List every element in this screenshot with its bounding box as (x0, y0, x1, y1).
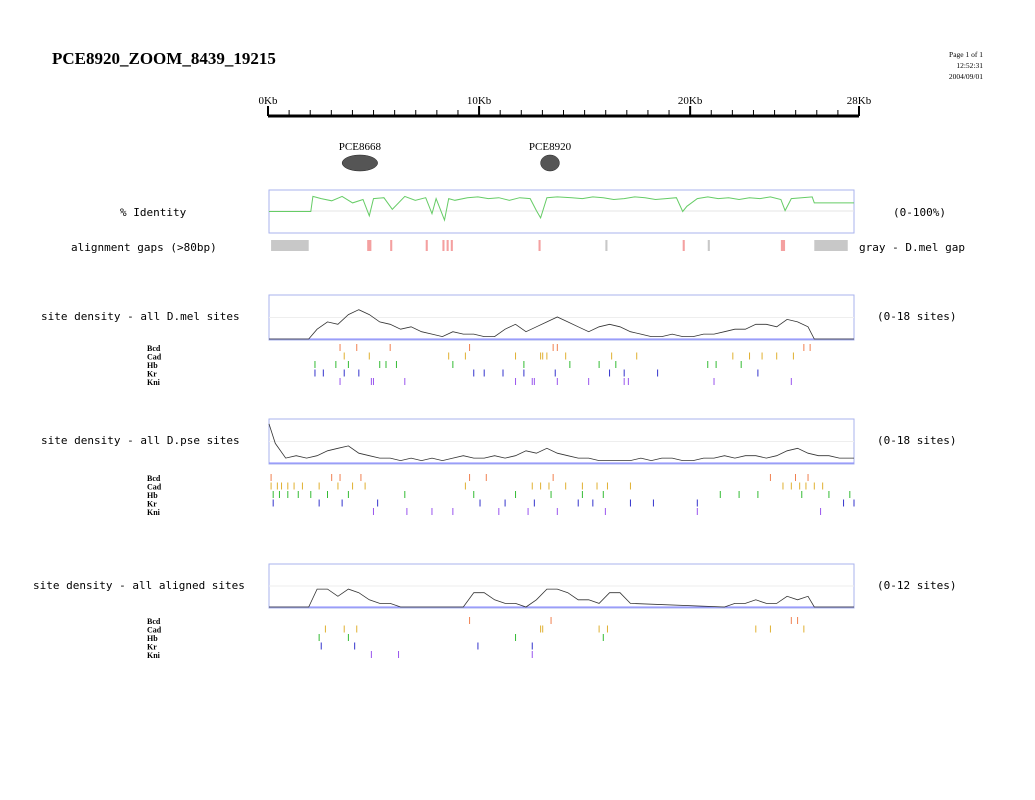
gap-dmel (707, 240, 710, 251)
factor-label: Kni (147, 378, 161, 387)
factor-label: Bcd (147, 474, 161, 483)
gap-dmel (271, 240, 309, 251)
identity-range-label: (0-100%) (893, 206, 946, 219)
dpse-density-label: site density - all D.pse sites (41, 434, 240, 447)
series-line (269, 588, 854, 608)
factor-label: Bcd (147, 617, 161, 626)
gap-alignment (446, 240, 449, 251)
factor-label: Hb (147, 361, 158, 370)
factor-label: Cad (147, 353, 162, 362)
factor-label: Kni (147, 508, 161, 517)
gap-alignment (450, 240, 453, 251)
dmel-density-label: site density - all D.mel sites (41, 310, 240, 323)
gaps-legend: gray - D.mel gap (859, 241, 965, 254)
element-markers: PCE8668 PCE8920 (339, 141, 572, 172)
gap-alignment (780, 240, 786, 251)
aligned-density-label: site density - all aligned sites (33, 579, 245, 592)
factor-label: Kr (147, 500, 157, 509)
print-time: 12:52:31 (956, 61, 983, 70)
factor-label: Cad (147, 626, 162, 635)
gap-alignment (442, 240, 445, 251)
gap-alignment (682, 240, 685, 251)
page-title: PCE8920_ZOOM_8439_19215 (52, 49, 276, 68)
page-number: Page 1 of 1 (949, 50, 983, 59)
element-label: PCE8920 (529, 141, 572, 153)
gaps-label: alignment gaps (>80bp) (71, 241, 217, 254)
series-line (269, 195, 854, 222)
element-marker (540, 154, 560, 172)
factor-label: Kr (147, 370, 157, 379)
factor-label: Cad (147, 483, 162, 492)
print-date: 2004/09/01 (949, 72, 983, 81)
series-line (269, 309, 854, 340)
ruler-label: 28Kb (847, 95, 872, 107)
identity-track (268, 189, 855, 234)
element-marker (341, 154, 378, 172)
ruler-label: 0Kb (259, 95, 278, 107)
dmel-density-range: (0-18 sites) (877, 310, 956, 323)
gap-dmel (814, 240, 848, 251)
ruler-label: 20Kb (678, 95, 703, 107)
gap-dmel (605, 240, 608, 251)
gap-alignment (390, 240, 393, 251)
dpse-density-range: (0-18 sites) (877, 434, 956, 447)
alignment-gaps-track (271, 240, 848, 251)
factor-label: Hb (147, 634, 158, 643)
identity-label: % Identity (120, 206, 187, 219)
factor-label: Bcd (147, 344, 161, 353)
aligned-density-range: (0-12 sites) (877, 579, 956, 592)
ruler-label: 10Kb (467, 95, 492, 107)
element-label: PCE8668 (339, 141, 382, 153)
kb-ruler: 0Kb 10Kb 20Kb 28Kb (259, 95, 872, 118)
gap-alignment (538, 240, 541, 251)
series-line (268, 423, 854, 462)
gap-alignment (367, 240, 372, 251)
factor-label: Kni (147, 651, 161, 660)
factor-label: Hb (147, 491, 158, 500)
factor-label: Kr (147, 643, 157, 652)
gap-alignment (425, 240, 428, 251)
